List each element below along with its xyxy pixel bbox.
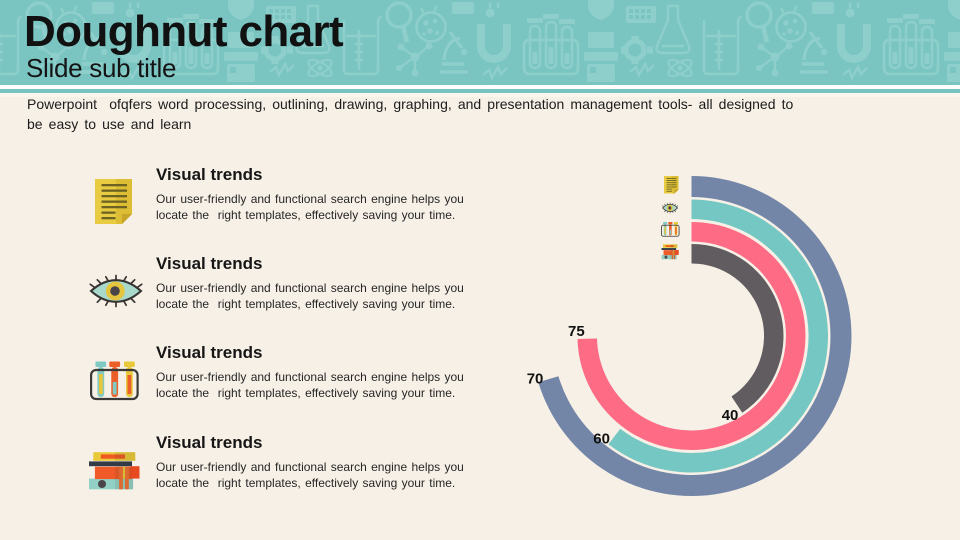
svg-text:60: 60 [593, 430, 610, 447]
svg-text:75: 75 [568, 323, 585, 340]
svg-text:70: 70 [527, 371, 544, 388]
svg-text:40: 40 [722, 407, 739, 424]
